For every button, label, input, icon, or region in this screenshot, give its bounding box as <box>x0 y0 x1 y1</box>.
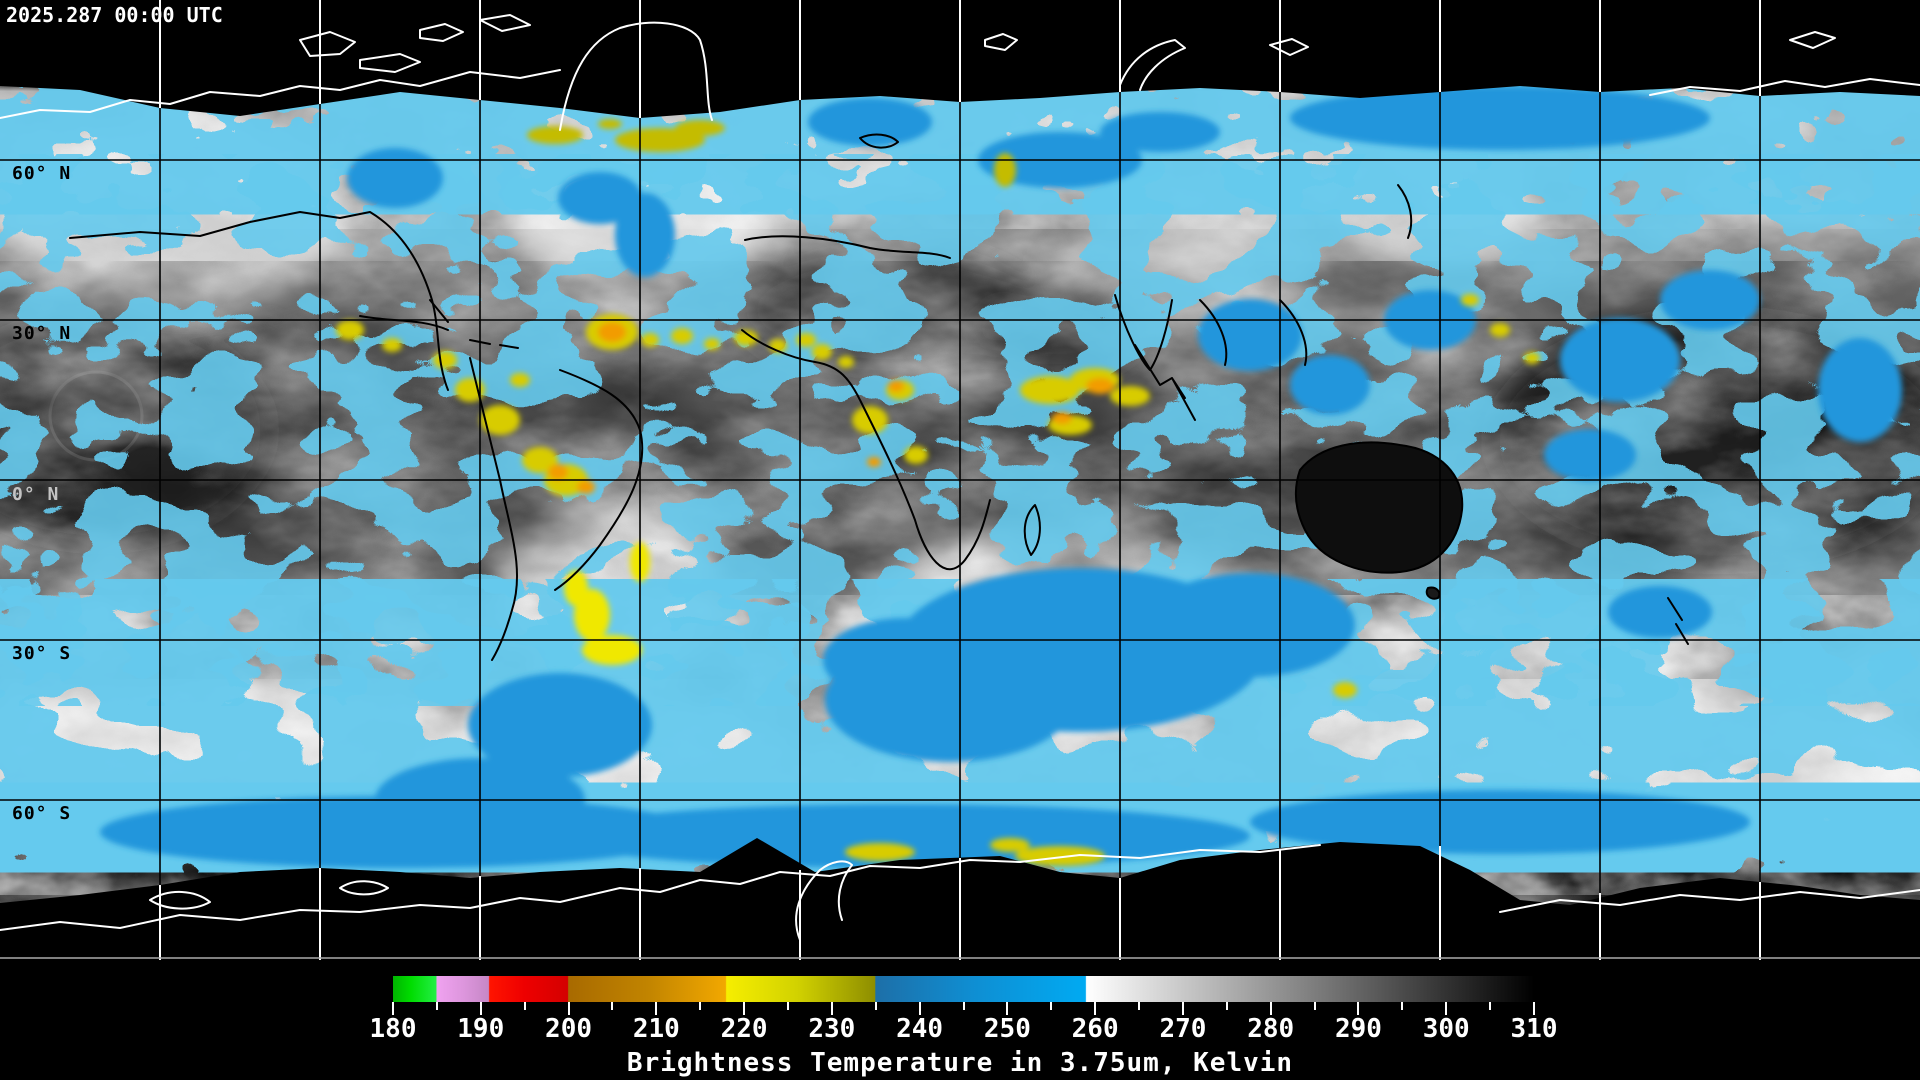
colorbar-tick <box>567 1002 570 1015</box>
colorbar-tick <box>523 1002 526 1010</box>
colorbar-tick <box>962 1002 965 1010</box>
australia-dark-region <box>1294 441 1464 574</box>
colorbar-tick <box>1138 1002 1141 1010</box>
colorbar-tick <box>743 1002 746 1015</box>
colorbar-tick-label: 250 <box>983 1014 1031 1044</box>
colorbar-tick <box>1225 1002 1228 1010</box>
colorbar-tick <box>1445 1002 1448 1015</box>
colorbar-ticks <box>392 1002 1535 1016</box>
colorbar-tick <box>830 1002 833 1015</box>
colorbar-region: 180 190 200 210 220 230 240 250 260 270 280 290 300 3… <box>0 960 1920 1080</box>
colorbar-tick-label: 240 <box>896 1014 944 1044</box>
colorbar-tick-label: 310 <box>1510 1014 1558 1044</box>
colorbar-tick <box>1094 1002 1097 1015</box>
global-composite-map: 2025.287 00:00 UTC 60° N 30° N 0° N 30° S 60… <box>0 0 1920 960</box>
colorbar-tick <box>392 1002 394 1015</box>
colorbar-tick <box>918 1002 921 1015</box>
colorbar-gradient <box>393 976 1534 1002</box>
graticule-black <box>0 92 1920 893</box>
colorbar-tick-label: 220 <box>720 1014 768 1044</box>
graticule-white <box>159 0 1761 960</box>
colorbar-tick <box>1006 1002 1009 1015</box>
colorbar-tick-label: 280 <box>1247 1014 1295 1044</box>
colorbar-tick <box>1269 1002 1272 1015</box>
colorbar-tick <box>1181 1002 1184 1015</box>
colorbar-tick <box>1313 1002 1316 1010</box>
colorbar-tick-label: 300 <box>1422 1014 1470 1044</box>
colorbar-tick <box>1357 1002 1360 1015</box>
colorbar-tick-label: 200 <box>545 1014 593 1044</box>
latitude-label: 30° N <box>12 323 72 344</box>
colorbar-tick <box>1489 1002 1492 1010</box>
colorbar-tick <box>435 1002 438 1010</box>
timestamp: 2025.287 00:00 UTC <box>6 3 223 27</box>
colorbar-tick <box>1050 1002 1053 1010</box>
latitude-label: 60° N <box>12 163 72 184</box>
colorbar-tick-labels: 180 190 200 210 220 230 240 250 260 270 280 290 300 3… <box>370 1014 1558 1044</box>
colorbar-tick <box>655 1002 658 1015</box>
colorbar-tick <box>699 1002 702 1010</box>
colorbar-tick <box>611 1002 614 1010</box>
colorbar-tick-label: 290 <box>1334 1014 1382 1044</box>
colorbar-tick-label: 180 <box>369 1014 417 1044</box>
latitude-label: 0° N <box>12 484 60 505</box>
colorbar-tick <box>1401 1002 1404 1010</box>
colorbar-tick-label: 260 <box>1071 1014 1119 1044</box>
colorbar-tick-label: 190 <box>457 1014 505 1044</box>
colorbar-tick <box>786 1002 789 1010</box>
colorbar-tick <box>479 1002 482 1015</box>
colorbar-tick-label: 270 <box>1159 1014 1207 1044</box>
colorbar-title: Brightness Temperature in 3.75um, Kelvin <box>626 1048 1294 1078</box>
satellite-imagery <box>0 0 1920 960</box>
convection-cold-tops <box>336 119 1540 866</box>
colorbar-tick-label: 210 <box>632 1014 680 1044</box>
latitude-label: 60° S <box>12 803 72 824</box>
coastlines-over-space <box>0 14 1920 941</box>
latitude-label: 30° S <box>12 643 72 664</box>
colorbar-tick-label: 230 <box>808 1014 856 1044</box>
tasmania-outline <box>1425 586 1441 600</box>
colorbar-tick <box>874 1002 877 1010</box>
colorbar-tick <box>1533 1002 1535 1015</box>
